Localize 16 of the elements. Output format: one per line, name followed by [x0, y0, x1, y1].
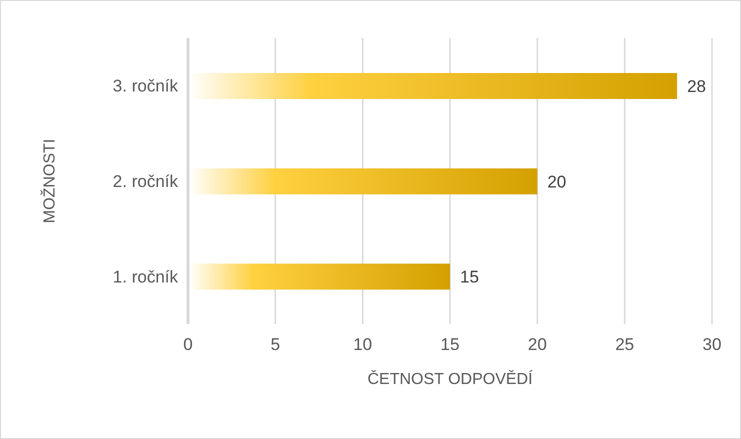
x-tick-label: 10 [353, 335, 372, 354]
y-tick-label: 1. ročník [112, 267, 178, 286]
x-tick-label: 25 [615, 335, 634, 354]
y-tick-label: 2. ročník [112, 172, 178, 192]
data-label: 28 [687, 77, 706, 96]
x-tick-label: 15 [440, 335, 460, 354]
x-tick-label: 0 [183, 335, 193, 354]
x-tick-label: 30 [702, 335, 722, 354]
x-tick-label: 5 [270, 335, 280, 354]
y-axis-title: MOŽNOSTI [40, 138, 59, 224]
bar [188, 264, 450, 290]
data-label: 15 [460, 268, 479, 287]
x-axis-title: ČETNOST ODPOVĚDÍ [367, 370, 534, 388]
y-tick-label: 3. ročník [112, 76, 178, 96]
data-label: 20 [547, 172, 566, 192]
x-tick-label: 20 [528, 335, 547, 354]
